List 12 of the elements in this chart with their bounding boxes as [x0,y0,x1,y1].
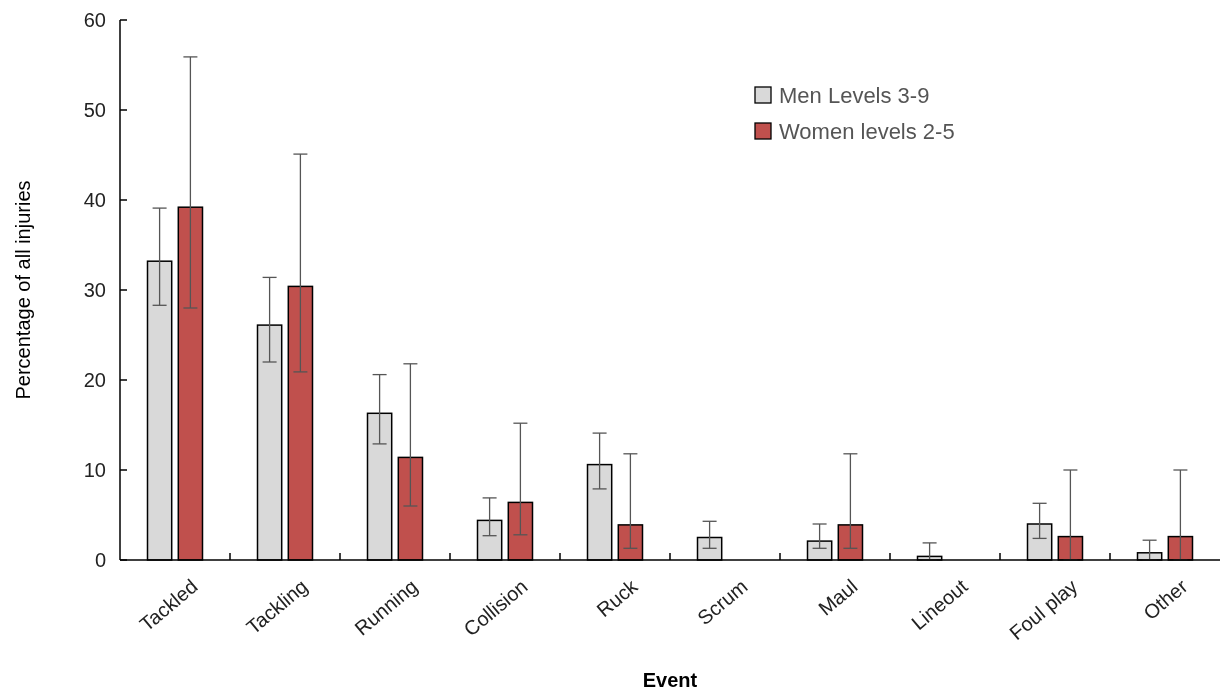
y-axis-title: Percentage of all injuries [12,180,34,400]
y-tick-label: 20 [83,369,106,391]
x-tick-label: Foul play [1005,574,1082,644]
y-tick-label: 40 [83,189,106,211]
legend-label: Women levels 2-5 [779,118,955,144]
y-tick-label: 50 [83,99,106,121]
y-tick-label: 60 [83,9,106,31]
y-tick-label: 0 [94,549,106,571]
y-tick-label: 30 [83,279,106,301]
legend-label: Men Levels 3-9 [779,82,930,108]
y-tick-label: 10 [83,459,106,481]
x-axis-title: Event [642,669,698,691]
